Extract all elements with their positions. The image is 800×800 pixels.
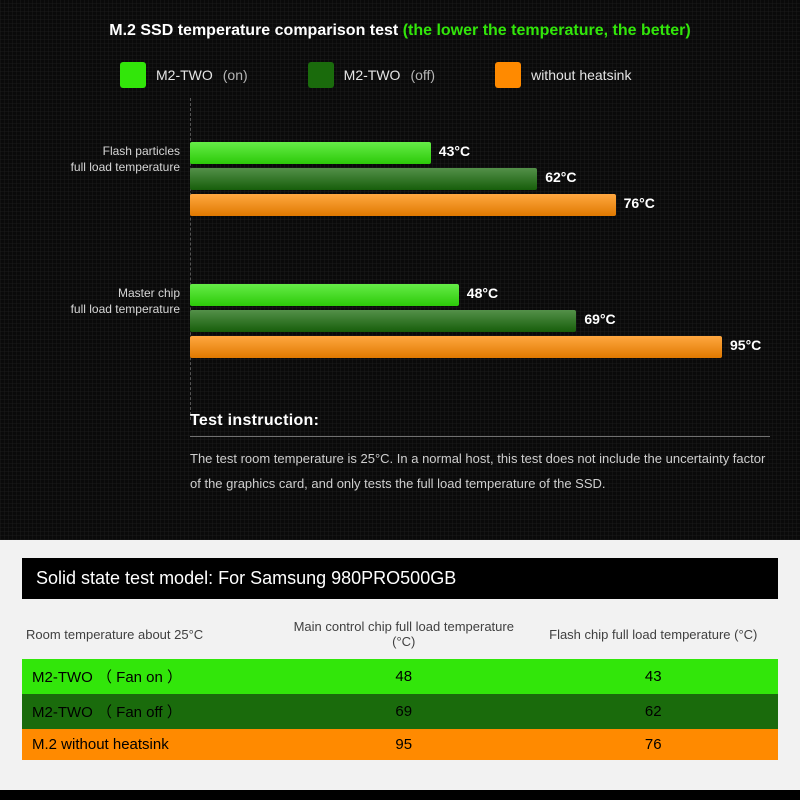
legend: M2-TWO (on) M2-TWO (off) without heatsink (120, 62, 720, 88)
group-label-line1: Flash particles (30, 144, 180, 158)
bar-group: 43°C 62°C 76°C (190, 142, 760, 220)
table-cell: 62 (529, 694, 779, 729)
bar-value-label: 62°C (545, 169, 576, 185)
bar-value-label: 95°C (730, 337, 761, 353)
legend-item: M2-TWO (on) (120, 62, 248, 88)
table-cell: 76 (529, 729, 779, 760)
table-cell: 95 (279, 729, 528, 760)
instructions-body: The test room temperature is 25°C. In a … (190, 447, 770, 496)
instructions-title: Test instruction: (190, 412, 770, 437)
chart-bar: 43°C (190, 142, 431, 164)
legend-swatch (495, 62, 521, 88)
bar-group: 48°C 69°C 95°C (190, 284, 760, 362)
row-label-main: M2-TWO (32, 669, 93, 686)
title-white: M.2 SSD temperature comparison test (109, 22, 402, 39)
bar-value-label: 76°C (624, 195, 655, 211)
legend-swatch (308, 62, 334, 88)
chart-bar: 95°C (190, 336, 722, 358)
legend-swatch (120, 62, 146, 88)
table-header-cell: Room temperature about 25°C (22, 613, 279, 659)
top-section: M.2 SSD temperature comparison test (the… (0, 0, 800, 540)
table-cell-label: M.2 without heatsink (22, 729, 279, 760)
group-label-line2: full load temperature (30, 160, 180, 174)
legend-item: M2-TWO (off) (308, 62, 435, 88)
table-header-row: Room temperature about 25°CMain control … (22, 613, 778, 659)
bottom-section: Solid state test model: For Samsung 980P… (0, 540, 800, 790)
table-cell: 48 (279, 659, 528, 694)
title-green: (the lower the temperature, the better) (403, 22, 691, 39)
row-label-main: M.2 without heatsink (32, 736, 169, 753)
row-label-main: M2-TWO (32, 704, 93, 721)
bar-value-label: 48°C (467, 285, 498, 301)
chart-bar: 69°C (190, 310, 576, 332)
results-table: Room temperature about 25°CMain control … (22, 613, 778, 760)
table-header-cell: Main control chip full load temperature … (279, 613, 528, 659)
legend-label: without heatsink (531, 67, 631, 83)
table-cell: 43 (529, 659, 779, 694)
chart-bar: 76°C (190, 194, 616, 216)
table-title: Solid state test model: For Samsung 980P… (22, 558, 778, 599)
table-cell: 69 (279, 694, 528, 729)
group-label-line2: full load temperature (30, 302, 180, 316)
bar-value-label: 69°C (584, 311, 615, 327)
bar-chart: 43°C 62°C 76°C 48°C 69°C 95°C (190, 110, 760, 410)
legend-sublabel: (off) (410, 67, 435, 83)
page-title: M.2 SSD temperature comparison test (the… (0, 22, 800, 40)
legend-sublabel: (on) (223, 67, 248, 83)
chart-bar: 48°C (190, 284, 459, 306)
table-row: M.2 without heatsink 9576 (22, 729, 778, 760)
chart-bar: 62°C (190, 168, 537, 190)
table-cell-label: M2-TWO （ Fan off ） (22, 694, 279, 729)
legend-label: M2-TWO (156, 67, 213, 83)
instructions: Test instruction: The test room temperat… (190, 412, 770, 496)
legend-label: M2-TWO (344, 67, 401, 83)
group-label-line1: Master chip (30, 286, 180, 300)
row-label-paren: （ Fan on ） (93, 669, 182, 686)
table-row: M2-TWO （ Fan on ）4843 (22, 659, 778, 694)
legend-item: without heatsink (495, 62, 631, 88)
table-body: M2-TWO （ Fan on ）4843M2-TWO （ Fan off ）6… (22, 659, 778, 760)
table-row: M2-TWO （ Fan off ）6962 (22, 694, 778, 729)
bar-value-label: 43°C (439, 143, 470, 159)
row-label-paren: （ Fan off ） (93, 704, 182, 721)
table-header-cell: Flash chip full load temperature (°C) (529, 613, 779, 659)
table-cell-label: M2-TWO （ Fan on ） (22, 659, 279, 694)
